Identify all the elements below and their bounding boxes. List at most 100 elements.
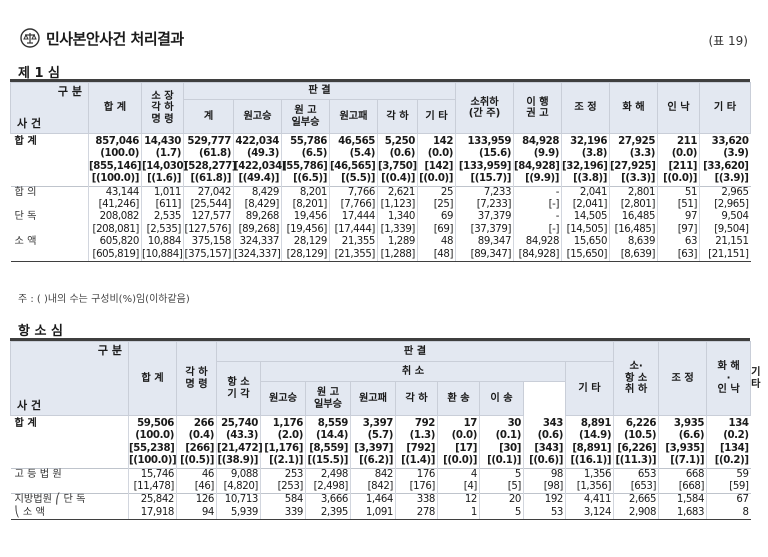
table-cell: - (513, 211, 562, 224)
table-cell: 3,397 (350, 415, 396, 431)
table-cell: [5] (479, 481, 524, 494)
table-cell: 1,289 (377, 236, 418, 249)
table-row: [(100.0)] [(0.5)] [(38.9)] [(2.1)] [(15.5)][… (11, 455, 751, 469)
table-cell: [2,498] (305, 481, 351, 494)
table-cell: [48] (416, 248, 456, 263)
table-cell: 4,411 (564, 493, 614, 507)
col-j-total: 계 (183, 99, 234, 134)
col-mediation: 조 정 (561, 82, 611, 134)
table-cell: (14.4) (305, 430, 351, 443)
table-cell: (3.3) (609, 148, 658, 161)
table-cell: 84,928 (513, 133, 562, 149)
table-cell: 8,639 (609, 236, 658, 249)
table-cell: 208,082 (88, 211, 142, 224)
row-label (11, 430, 129, 442)
table-cell: 7,766 (329, 185, 378, 200)
table-cell: 2,535 (141, 211, 184, 224)
table-cell: [3,397] (350, 442, 396, 456)
table-cell: [84,928] (513, 248, 562, 263)
col2-appeal-dismiss: 항 소 기 각 (216, 361, 261, 416)
table-cell: [14,505] (561, 223, 610, 237)
section1-title: 제 1 심 (18, 66, 61, 81)
table-cell: (15.6) (455, 148, 514, 161)
table-cell: [(1.6)] (141, 173, 184, 187)
table-cell: [324,337] (233, 248, 282, 263)
table-cell: 1 (437, 506, 480, 521)
table-cell: [653] (613, 481, 659, 494)
table-cell: [(0.6)] (523, 455, 566, 469)
table-cell: [(5.5)] (329, 173, 378, 187)
table-cell: 529,777 (183, 133, 234, 149)
table-cell: [97] (657, 223, 700, 237)
row-label (11, 173, 89, 186)
row-label (11, 455, 129, 468)
table-note: 주 : ( )내의 수는 구성비(%)임(이하같음) (18, 294, 190, 305)
row-label (11, 199, 89, 211)
table-cell: [27,925] (609, 160, 658, 174)
col2-cancel: 취 소 (260, 361, 566, 382)
table-cell: [8,559] (305, 442, 351, 456)
table-cell: [375,157] (183, 248, 234, 263)
table-cell: [266] (176, 442, 217, 456)
table-cell: [1,123] (377, 199, 418, 212)
row-label: 합 의 (10, 185, 89, 200)
table-cell: [14,030] (141, 160, 188, 174)
table-cell: 25 (416, 185, 456, 200)
table-cell: 5 (479, 467, 524, 482)
table-cell: 55,786 (281, 133, 330, 149)
table-cell: [4] (437, 481, 480, 494)
table-cell: (9.9) (513, 148, 562, 161)
table-cell: 28,129 (281, 236, 330, 249)
table-cell: [855,146] (88, 160, 142, 174)
table-cell: 5,939 (216, 506, 261, 521)
table-row: (100.0) (0.4) (43.3) (2.0) (14.4) (5.7) (1.3)(… (11, 430, 751, 443)
first-instance-table: 구 분 사 건 합 계 소 장 각 하 명 령 판 결 소취하 (간 주) 이 … (10, 82, 752, 263)
col2-c-dismiss: 각 하 (395, 381, 438, 416)
table-cell: 12 (437, 493, 480, 507)
table-cell: 9,088 (216, 467, 261, 482)
table-cell: [127,576] (183, 223, 234, 237)
table-cell: [21,151] (699, 248, 751, 263)
table-row: [41,246] [611] [25,544] [8,429] [8,201] [7,76… (11, 199, 751, 212)
table-cell: 48 (416, 236, 456, 249)
table-cell: [4,820] (216, 481, 261, 494)
table-cell: 266 (176, 415, 217, 431)
table-cell: 1,356 (564, 467, 614, 482)
table-cell: [(16.1)] (564, 455, 614, 469)
table-cell: [69] (416, 223, 456, 237)
table-cell: 339 (260, 506, 306, 521)
table-cell: 46 (176, 467, 217, 482)
table-cell: 1,683 (658, 506, 707, 521)
table-cell: [2,801] (609, 199, 658, 212)
table-cell: 126 (176, 493, 217, 507)
table-cell: [98] (523, 481, 566, 494)
col-total: 합 계 (88, 82, 142, 134)
table-cell: 21,151 (699, 236, 751, 249)
scales-icon (20, 28, 40, 48)
table-cell: 59,506 (128, 415, 177, 431)
table-cell: 9,504 (699, 211, 751, 224)
section1-rule (10, 79, 750, 82)
appeal-table: 구 분 사 건 합 계 각 하 명 령 판 결 소· 항 소 취 하 조 정 화… (10, 341, 760, 521)
table-cell: [32,196] (561, 160, 610, 174)
row-label: ⎝ 소 액 (10, 506, 129, 521)
table-cell: 97 (657, 211, 700, 224)
table-cell: 324,337 (233, 236, 282, 249)
table-cell: [8,429] (233, 199, 282, 212)
table-cell: [208,081] (88, 223, 142, 237)
table-cell: 857,046 (88, 133, 142, 149)
table-cell: [-] (513, 223, 562, 237)
table-cell: (3.8) (561, 148, 610, 161)
table-row: 소 액 605,820 10,884 375,158 324,337 28,129 21,3… (11, 236, 751, 249)
row-label (10, 248, 89, 263)
col2-judgment: 판 결 (215, 341, 615, 362)
table-cell: 1,091 (350, 506, 396, 521)
table-cell: 10,884 (141, 236, 184, 249)
table-cell: 14,505 (561, 211, 610, 224)
row-label: 합 계 (14, 136, 37, 147)
table-cell: 15,746 (128, 467, 177, 482)
table-cell: [33,620] (699, 160, 751, 174)
col-j-lose: 원고패 (329, 99, 378, 134)
table-cell: [28,129] (281, 248, 330, 263)
col-j-win: 원고승 (233, 99, 282, 134)
